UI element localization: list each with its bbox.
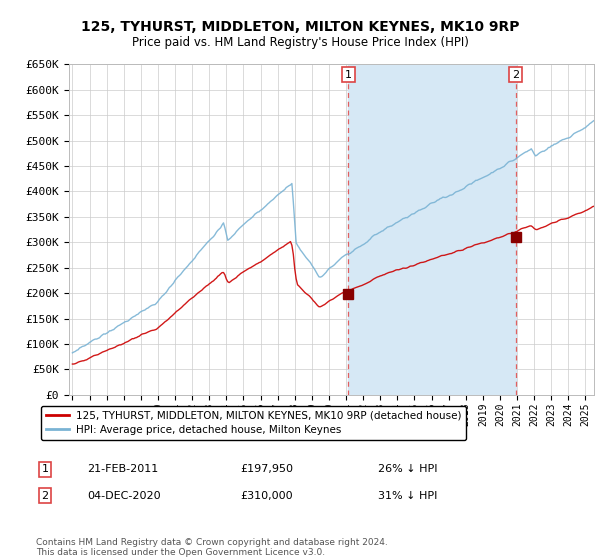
Text: 2: 2 xyxy=(512,69,519,80)
Text: 1: 1 xyxy=(41,464,49,474)
Text: £310,000: £310,000 xyxy=(240,491,293,501)
Text: Price paid vs. HM Land Registry's House Price Index (HPI): Price paid vs. HM Land Registry's House … xyxy=(131,36,469,49)
Text: Contains HM Land Registry data © Crown copyright and database right 2024.
This d: Contains HM Land Registry data © Crown c… xyxy=(36,538,388,557)
Text: 125, TYHURST, MIDDLETON, MILTON KEYNES, MK10 9RP: 125, TYHURST, MIDDLETON, MILTON KEYNES, … xyxy=(81,20,519,34)
Legend: 125, TYHURST, MIDDLETON, MILTON KEYNES, MK10 9RP (detached house), HPI: Average : 125, TYHURST, MIDDLETON, MILTON KEYNES, … xyxy=(41,405,466,440)
Text: 04-DEC-2020: 04-DEC-2020 xyxy=(87,491,161,501)
Bar xyxy=(348,64,515,395)
Text: £197,950: £197,950 xyxy=(240,464,293,474)
Text: 21-FEB-2011: 21-FEB-2011 xyxy=(87,464,158,474)
Text: 26% ↓ HPI: 26% ↓ HPI xyxy=(378,464,437,474)
Text: 1: 1 xyxy=(345,69,352,80)
Text: 31% ↓ HPI: 31% ↓ HPI xyxy=(378,491,437,501)
Text: 2: 2 xyxy=(41,491,49,501)
